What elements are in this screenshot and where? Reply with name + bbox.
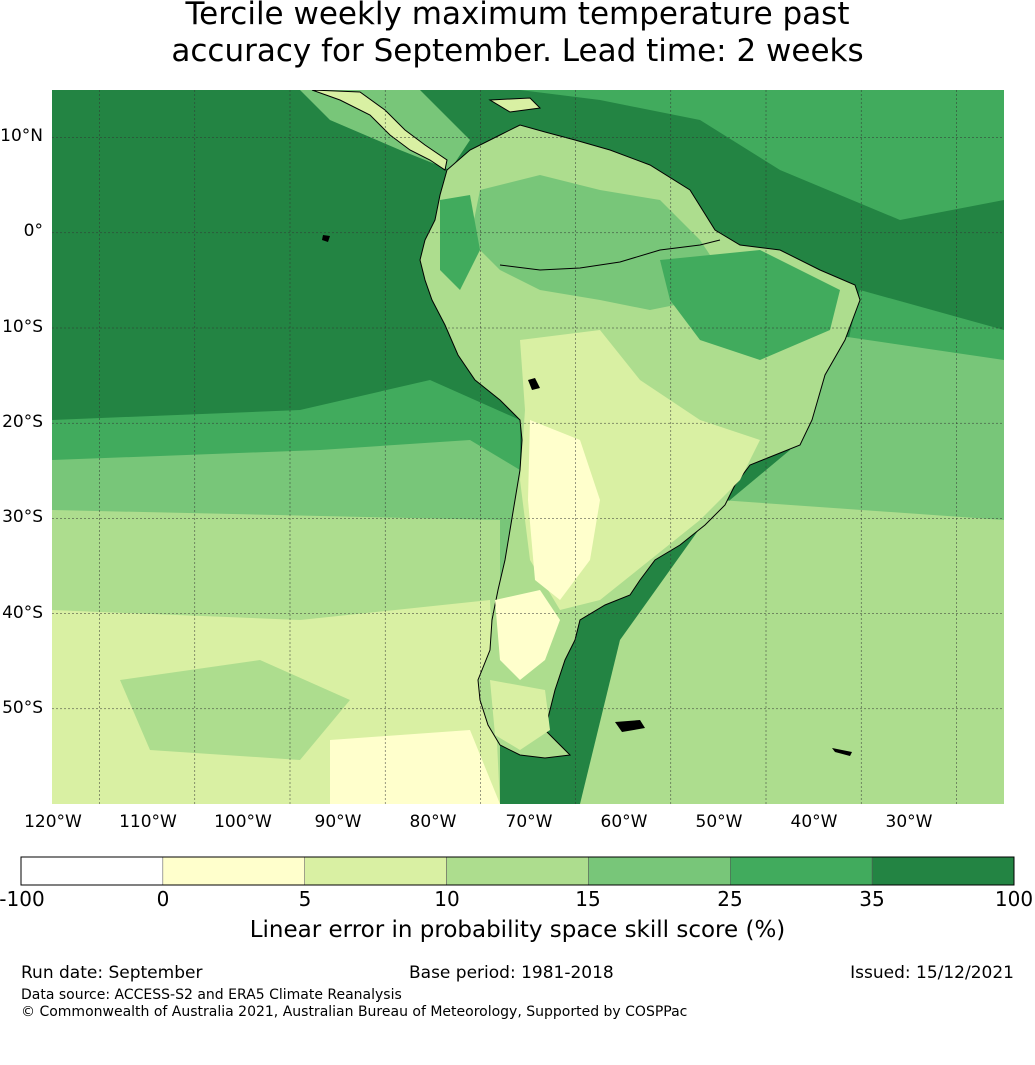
data-source: Data source: ACCESS-S2 and ERA5 Climate …	[21, 987, 402, 1003]
colorbar-tick-25: 25	[717, 887, 743, 911]
lon-label-30w: 30°W	[885, 812, 933, 832]
amazon-river	[499, 239, 721, 271]
colorbar-segment	[304, 856, 447, 886]
lat-label-20s: 20°S	[2, 412, 43, 432]
map-gridlines	[52, 90, 1004, 804]
colorbar-segment	[730, 856, 873, 886]
ocean-band-south-atlantic-light	[580, 500, 1004, 804]
colorbar-segment	[588, 856, 731, 886]
lon-label-90w: 90°W	[314, 812, 362, 832]
lake-titicaca	[528, 378, 540, 390]
lon-label-100w: 100°W	[214, 812, 272, 832]
colorbar-tick-35: 35	[859, 887, 885, 911]
lat-label-0: 0°	[23, 221, 43, 241]
colorbar-label: Linear error in probability space skill …	[249, 917, 786, 943]
land-patch-northeast	[660, 250, 840, 360]
lon-label-110w: 110°W	[119, 812, 177, 832]
lat-label-30s: 30°S	[2, 507, 43, 527]
land-patch-patagonia	[495, 590, 560, 680]
base-period: Base period: 1981-2018	[409, 963, 614, 983]
land-patch-andes-north	[440, 195, 480, 290]
colorbar-tick-minus100: -100	[0, 887, 45, 911]
title-line-2: accuracy for September. Lead time: 2 wee…	[171, 33, 864, 69]
issued-date: Issued: 15/12/2021	[850, 963, 1014, 983]
colorbar-tick-100: 100	[994, 887, 1034, 911]
lon-label-50w: 50°W	[695, 812, 743, 832]
south-georgia-island	[832, 748, 852, 756]
land-patch-chaco	[528, 420, 600, 600]
copyright: © Commonwealth of Australia 2021, Austra…	[21, 1004, 688, 1020]
ocean-band-pacific-patch	[120, 660, 350, 760]
falkland-islands	[615, 720, 645, 732]
lon-label-60w: 60°W	[600, 812, 648, 832]
colorbar-tick-15: 15	[575, 887, 601, 911]
land-patch-south-tip	[490, 680, 550, 750]
colorbar-tick-5: 5	[298, 887, 312, 911]
galapagos-islands	[322, 235, 330, 242]
colorbar-tick-0: 0	[156, 887, 170, 911]
land-patch-amazon	[470, 175, 720, 310]
map-title: Tercile weekly maximum temperature past …	[0, 0, 1035, 70]
lon-label-80w: 80°W	[409, 812, 457, 832]
lon-label-40w: 40°W	[790, 812, 838, 832]
lat-label-10s: 10°S	[2, 317, 43, 337]
lat-label-10n: 10°N	[0, 126, 43, 146]
title-line-1: Tercile weekly maximum temperature past	[185, 0, 850, 32]
colorbar-segment	[162, 856, 305, 886]
colorbar-segment	[446, 856, 589, 886]
lon-label-70w: 70°W	[505, 812, 553, 832]
colorbar-segment	[871, 856, 1015, 886]
lat-label-50s: 50°S	[2, 698, 43, 718]
ocean-band-drake-passage	[330, 730, 500, 804]
colorbar-frame	[20, 856, 1015, 886]
run-date: Run date: September	[21, 963, 203, 983]
lon-label-120w: 120°W	[24, 812, 82, 832]
lat-label-40s: 40°S	[2, 603, 43, 623]
colorbar	[20, 856, 1015, 886]
caribbean-islands	[488, 97, 542, 113]
ocean-band-north-atlantic	[520, 90, 1004, 220]
colorbar-segment	[20, 856, 164, 886]
colorbar-tick-10: 10	[434, 887, 460, 911]
